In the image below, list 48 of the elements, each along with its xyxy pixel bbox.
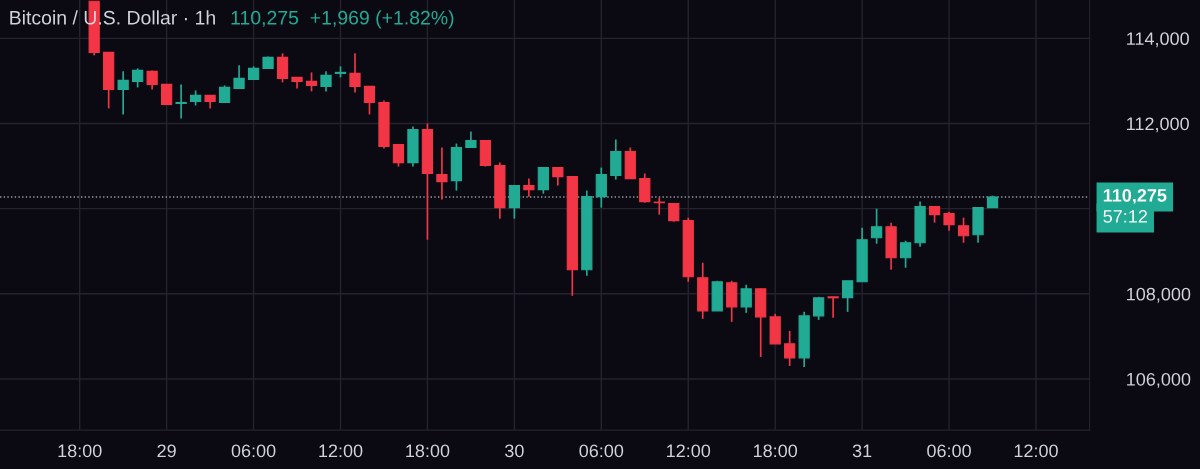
text: 57:12: [1103, 210, 1147, 223]
x-tick-label: 12:00: [319, 444, 363, 458]
candlestick: [523, 177, 535, 198]
candlestick: [842, 279, 854, 313]
candlestick: [276, 52, 289, 84]
candlestick: [943, 210, 955, 232]
x-tick-label: 18:00: [753, 444, 798, 458]
candlestick: [175, 83, 187, 120]
candlestick: [552, 166, 564, 187]
annotation: 110,275 +1,969 (+1.82%): [231, 10, 454, 29]
candlestick: [233, 64, 245, 90]
candlestick: [161, 83, 173, 106]
candlestick: [320, 70, 332, 93]
x-tick-label: 30: [505, 444, 524, 458]
y-tick-label: 112,000: [1127, 117, 1189, 133]
candlestick: [957, 216, 970, 244]
y-tick-label: 114,000: [1127, 32, 1189, 48]
candlestick: [870, 207, 883, 245]
x-tick-label: 12:00: [667, 444, 711, 458]
x-tick-label: 12:00: [1014, 444, 1058, 458]
candlestick: [363, 85, 376, 116]
candlestick: [537, 166, 549, 195]
candlestick: [784, 330, 796, 367]
candlestick: [305, 71, 318, 93]
y-tick-label: 106,000: [1127, 372, 1191, 388]
y-tick-label: 108,000: [1127, 287, 1191, 303]
candlestick: [639, 172, 651, 204]
candlestick: [668, 202, 680, 223]
x-tick-label: 31: [852, 444, 872, 458]
x-tick-label: 18:00: [58, 444, 102, 458]
x-tick-label: 18:00: [406, 444, 450, 458]
x-tick-label: 06:00: [231, 444, 276, 458]
candlestick: [595, 166, 607, 209]
ref-line-label: 110,275: [1103, 189, 1167, 205]
candlestick: [827, 296, 839, 319]
x-tick-label: 06:00: [579, 444, 624, 458]
x-tick-label: 06:00: [927, 444, 971, 458]
candlestick: [653, 196, 665, 216]
candlestick: [436, 146, 448, 201]
candlestick: [117, 70, 129, 116]
candlestick: [508, 184, 520, 220]
candlestick: [392, 143, 405, 168]
x-tick-label: 29: [157, 444, 176, 458]
candlestick: [899, 239, 912, 269]
candlestick: [146, 69, 158, 91]
candlestick: [132, 67, 144, 89]
candlestick: [349, 52, 361, 94]
candlestick: [740, 283, 752, 314]
